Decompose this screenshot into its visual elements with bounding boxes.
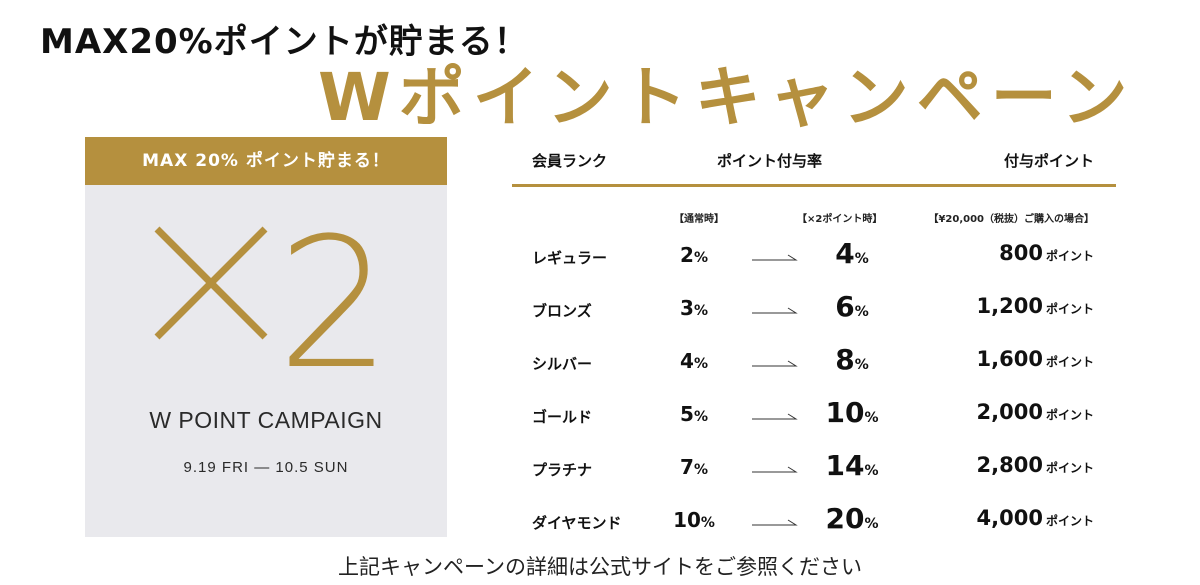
- card-banner: MAX 20% ポイント貯まる！: [85, 137, 447, 185]
- rank-name: シルバー: [532, 355, 593, 373]
- table-row: ブロンズ 3% 6% 1,200 ポイント: [512, 290, 1116, 330]
- rank-name: プラチナ: [532, 461, 593, 479]
- header-rule: [512, 184, 1116, 187]
- header-rate: ポイント付与率: [717, 152, 823, 170]
- normal-rate: 7%: [680, 455, 708, 479]
- double-rate: 6%: [835, 290, 869, 323]
- double-rate: 4%: [835, 237, 869, 270]
- multiply-icon: [154, 226, 268, 340]
- table-row: レギュラー 2% 4% 800 ポイント: [512, 237, 1116, 277]
- normal-rate: 3%: [680, 296, 708, 320]
- rank-name: レギュラー: [532, 249, 608, 267]
- points-value: 1,200 ポイント: [976, 294, 1094, 318]
- header-points: 付与ポイント: [1003, 152, 1094, 170]
- double-rate: 10%: [825, 396, 879, 429]
- normal-rate: 4%: [680, 349, 708, 373]
- campaign-card: MAX 20% ポイント貯まる！ 2 W POINT CAMPAIGN 9.19…: [85, 137, 447, 537]
- table-row: ゴールド 5% 10% 2,000 ポイント: [512, 396, 1116, 436]
- points-value: 2,800 ポイント: [976, 453, 1094, 477]
- card-multiplier: 2: [277, 200, 392, 409]
- card-dates: 9.19 FRI ― 10.5 SUN: [183, 459, 349, 476]
- subheader-double: 【×2ポイント時】: [797, 214, 883, 225]
- points-value: 1,600 ポイント: [976, 347, 1094, 371]
- rank-name: ブロンズ: [532, 302, 592, 320]
- arrow-right-icon: [752, 413, 798, 420]
- rank-table: 会員ランク ポイント付与率 付与ポイント 【通常時】 【×2ポイント時】 【¥2…: [512, 140, 1116, 540]
- arrow-right-icon: [752, 254, 798, 261]
- arrow-right-icon: [752, 360, 798, 367]
- rank-name: ゴールド: [532, 408, 593, 426]
- table-row: ダイヤモンド 10% 20% 4,000 ポイント: [512, 502, 1116, 542]
- header-rank: 会員ランク: [532, 152, 608, 170]
- arrow-right-icon: [752, 466, 798, 473]
- headline-subtitle: MAX20%ポイントが貯まる！: [40, 22, 529, 62]
- normal-rate: 10%: [673, 508, 715, 532]
- footer-note: 上記キャンペーンの詳細は公式サイトをご参照ください: [338, 555, 862, 579]
- points-value: 2,000 ポイント: [976, 400, 1094, 424]
- table-row: シルバー 4% 8% 1,600 ポイント: [512, 343, 1116, 383]
- subheader-example: 【¥20,000（税抜）ご購入の場合】: [928, 214, 1094, 225]
- double-rate: 8%: [835, 343, 869, 376]
- points-value: 4,000 ポイント: [976, 506, 1094, 530]
- arrow-right-icon: [752, 519, 798, 526]
- normal-rate: 5%: [680, 402, 708, 426]
- double-rate: 14%: [825, 449, 879, 482]
- normal-rate: 2%: [680, 243, 708, 267]
- table-row: プラチナ 7% 14% 2,800 ポイント: [512, 449, 1116, 489]
- card-title: W POINT CAMPAIGN: [149, 407, 383, 433]
- headline-title: Wポイントキャンペーン: [318, 59, 1136, 136]
- points-value: 800 ポイント: [999, 241, 1094, 265]
- subheader-normal: 【通常時】: [674, 214, 724, 225]
- double-rate: 20%: [825, 502, 879, 535]
- rank-name: ダイヤモンド: [532, 514, 622, 532]
- arrow-right-icon: [752, 307, 798, 314]
